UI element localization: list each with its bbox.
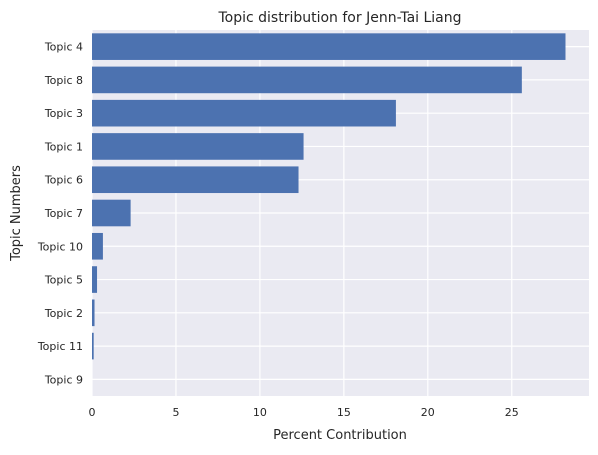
bar-topic-7 — [92, 199, 131, 227]
bar-topic-5 — [92, 266, 98, 293]
bars — [92, 33, 566, 360]
y-tick-label: Topic 7 — [44, 207, 83, 220]
bar-topic-4 — [92, 33, 566, 60]
x-tick-label: 5 — [172, 406, 179, 419]
x-tick-label: 10 — [253, 406, 267, 419]
y-tick-label: Topic 6 — [44, 174, 83, 187]
y-tick-label: Topic 1 — [44, 140, 83, 153]
y-tick-label: Topic 3 — [44, 107, 83, 120]
bar-topic-3 — [92, 99, 396, 127]
bar-topic-6 — [92, 166, 299, 194]
y-tick-label: Topic 5 — [44, 274, 83, 287]
x-axis-label: Percent Contribution — [273, 428, 407, 443]
bar-topic-2 — [92, 299, 95, 327]
x-tick-label: 15 — [337, 406, 351, 419]
bar-topic-8 — [92, 66, 522, 94]
bar-topic-11 — [92, 332, 94, 360]
x-tick-labels: 0 5 10 15 20 25 — [89, 406, 519, 419]
bar-topic-1 — [92, 133, 304, 160]
y-tick-label: Topic 11 — [37, 340, 83, 353]
y-tick-labels: Topic 4 Topic 8 Topic 3 Topic 1 Topic 6 Topic… — [37, 41, 83, 387]
bar-topic-10 — [92, 232, 103, 260]
chart-title: Topic distribution for Jenn-Tai Liang — [217, 10, 461, 26]
y-tick-label: Topic 10 — [37, 240, 83, 253]
y-tick-label: Topic 8 — [44, 74, 83, 87]
y-tick-label: Topic 9 — [44, 373, 83, 386]
y-tick-label: Topic 4 — [44, 41, 83, 54]
y-tick-label: Topic 2 — [44, 307, 83, 320]
x-tick-label: 20 — [421, 406, 435, 419]
x-tick-label: 0 — [89, 406, 96, 419]
x-tick-label: 25 — [505, 406, 519, 419]
y-axis-label: Topic Numbers — [9, 165, 24, 262]
